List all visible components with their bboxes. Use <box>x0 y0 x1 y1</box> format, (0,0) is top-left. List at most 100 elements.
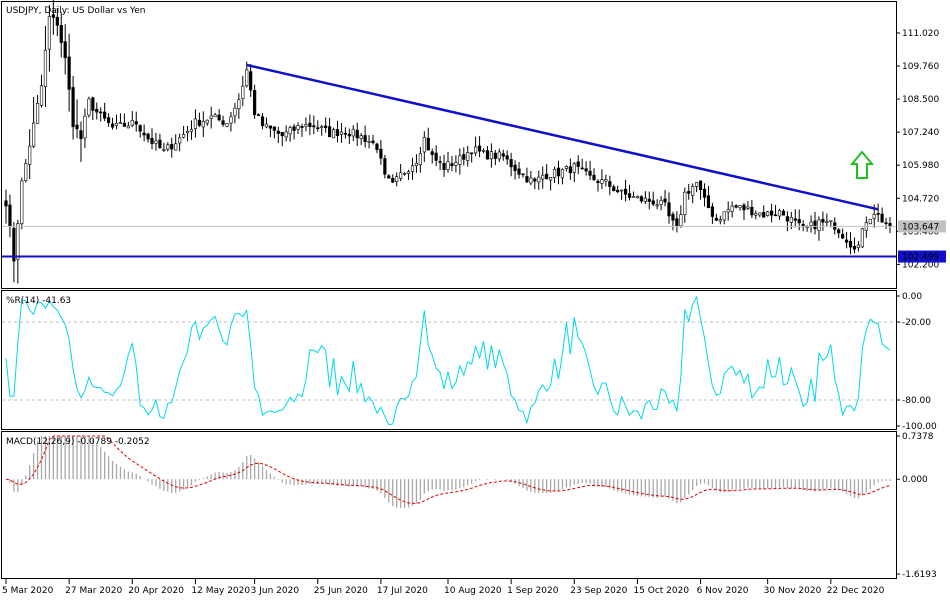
current-price-box <box>898 220 946 233</box>
candle-body <box>118 122 123 124</box>
candle-body <box>402 173 407 175</box>
candle-body <box>667 202 671 217</box>
candle-body <box>576 161 580 167</box>
time-tick-label: 12 May 2020 <box>191 586 250 596</box>
candle-body <box>20 180 24 225</box>
candle-body <box>541 174 545 180</box>
price-panel <box>1 1 897 289</box>
candle-body <box>501 153 505 157</box>
candle-body <box>205 119 209 124</box>
candle-body <box>458 155 462 165</box>
candle-body <box>777 210 782 217</box>
candle-body <box>391 177 395 183</box>
candle-body <box>643 197 647 202</box>
candle-body <box>87 98 91 116</box>
candle-body <box>813 220 817 230</box>
candle-body <box>620 189 624 192</box>
macd-signal <box>5 435 891 504</box>
candle-body <box>647 198 651 202</box>
candle-body <box>695 182 699 187</box>
candle-body <box>623 188 628 195</box>
candle-body <box>608 181 612 187</box>
williams-tick-label: 0.00 <box>902 292 922 302</box>
time-tick-label: 27 Mar 2020 <box>65 586 122 596</box>
candle-body <box>320 126 324 128</box>
candle-body <box>592 174 596 181</box>
williams-panel <box>1 290 897 430</box>
candle-body <box>612 186 616 192</box>
candle-body <box>691 186 695 196</box>
candle-body <box>568 166 572 174</box>
time-tick-label: 3 Jun 2020 <box>251 586 300 596</box>
candle-body <box>651 200 655 205</box>
candle-body <box>734 205 738 208</box>
time-tick-label: 20 Apr 2020 <box>128 586 184 596</box>
candle-body <box>55 16 59 26</box>
candle-body <box>16 223 20 260</box>
candle-body <box>130 120 134 126</box>
candle-body <box>245 69 249 87</box>
candle-body <box>442 163 446 171</box>
candle-body <box>79 130 83 140</box>
candle-body <box>347 133 351 137</box>
price-tick-label: 105.980 <box>902 161 939 171</box>
macd-tick-label: 0.000 <box>902 475 928 485</box>
candle-body <box>107 117 111 123</box>
candle-body <box>32 122 36 147</box>
candle-body <box>8 204 12 227</box>
candle-body <box>300 125 304 128</box>
candle-body <box>260 116 265 127</box>
candle-body <box>331 129 336 139</box>
candle-body <box>722 211 726 221</box>
candle-body <box>793 218 797 221</box>
candle-body <box>556 167 561 177</box>
candle-body <box>142 132 146 136</box>
candle-body <box>312 125 316 128</box>
candle-body <box>844 239 849 243</box>
candle-body <box>572 163 576 173</box>
candle-body <box>47 16 52 50</box>
williams-series-line <box>5 295 891 426</box>
candle-body <box>103 111 107 119</box>
candle-body <box>284 131 288 138</box>
candle-body <box>304 124 308 127</box>
price-overlays <box>2 63 896 258</box>
candle-body <box>256 114 261 116</box>
candle-body <box>505 155 509 160</box>
up-arrow-icon <box>849 150 875 179</box>
candle-body <box>497 151 501 160</box>
candle-body <box>189 129 194 132</box>
candle-body <box>229 116 233 124</box>
williams-line <box>5 295 891 426</box>
candle-body <box>856 244 861 248</box>
candle-body <box>126 125 130 129</box>
candle-body <box>529 177 533 184</box>
candle-body <box>363 135 367 143</box>
macd-panel <box>1 431 897 579</box>
candle-body <box>154 140 158 144</box>
candle-body <box>197 119 201 126</box>
candle-body <box>477 145 482 152</box>
candle-body <box>616 189 620 193</box>
candle-body <box>679 214 683 227</box>
candle-body <box>430 151 434 155</box>
macd-axis: 0.7378 0.000 -1.6193 <box>896 432 937 580</box>
candle-body <box>387 175 391 179</box>
candle-body <box>710 206 715 217</box>
candle-body <box>316 127 320 130</box>
candle-body <box>146 133 150 140</box>
candle-body <box>24 163 28 181</box>
candle-body <box>702 188 707 198</box>
candle-body <box>726 209 730 213</box>
candle-body <box>395 176 399 182</box>
candle-body <box>481 150 486 152</box>
macd-histogram <box>9 436 891 509</box>
candle-body <box>308 122 312 127</box>
candle-body <box>292 126 296 131</box>
candle-body <box>841 233 845 239</box>
candle-body <box>71 87 75 128</box>
candle-body <box>489 151 494 160</box>
candle-body <box>797 219 801 224</box>
candle-body <box>663 198 667 203</box>
